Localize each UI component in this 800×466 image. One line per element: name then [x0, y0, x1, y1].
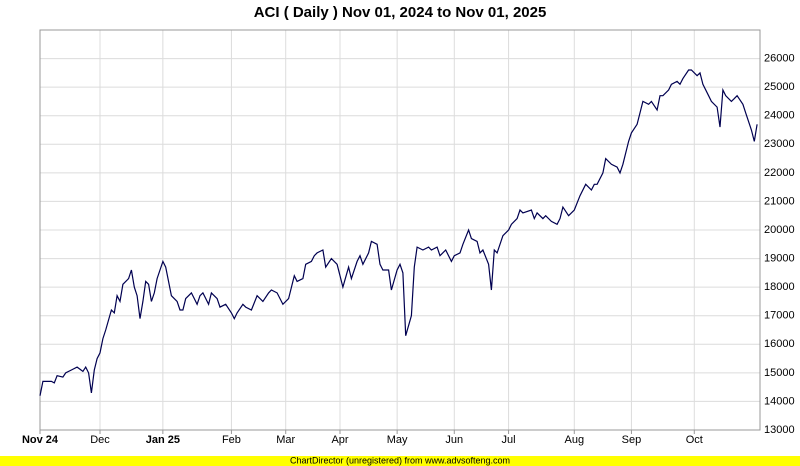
y-tick-label: 16000	[764, 338, 795, 350]
x-tick-label: Jun	[445, 434, 463, 446]
x-tick-label: Dec	[90, 434, 110, 446]
price-line	[39, 69, 758, 396]
footer-bar	[0, 456, 800, 466]
footer: ChartDirector (unregistered) from www.ad…	[290, 455, 510, 465]
y-tick-label: 21000	[764, 195, 795, 207]
y-tick-label: 19000	[764, 252, 795, 264]
y-tick-label: 15000	[764, 367, 795, 379]
x-tick-label: Feb	[222, 434, 241, 446]
x-tick-label: Jul	[502, 434, 516, 446]
x-tick-label: Apr	[331, 434, 348, 446]
y-tick-label: 18000	[764, 281, 795, 293]
x-tick-label: Jan 25	[146, 434, 180, 446]
y-tick-label: 23000	[764, 138, 795, 150]
x-tick-label: Sep	[622, 434, 642, 446]
x-tick-label: Nov 24	[22, 434, 59, 446]
grid	[39, 30, 760, 431]
y-tick-label: 25000	[764, 81, 795, 93]
x-tick-label: Aug	[564, 434, 584, 446]
plot-frame	[39, 29, 761, 431]
y-tick-label: 20000	[764, 224, 795, 236]
y-tick-label: 24000	[764, 110, 795, 122]
y-tick-label: 14000	[764, 395, 795, 407]
x-tick-label: May	[387, 434, 408, 446]
y-tick-label: 13000	[764, 424, 795, 436]
x-tick-label: Mar	[276, 434, 295, 446]
y-tick-label: 26000	[764, 52, 795, 64]
y-tick-label: 17000	[764, 310, 795, 322]
y-tick-label: 22000	[764, 167, 795, 179]
chart-title: ACI ( Daily ) Nov 01, 2024 to Nov 01, 20…	[254, 4, 547, 21]
x-tick-label: Oct	[686, 434, 703, 446]
